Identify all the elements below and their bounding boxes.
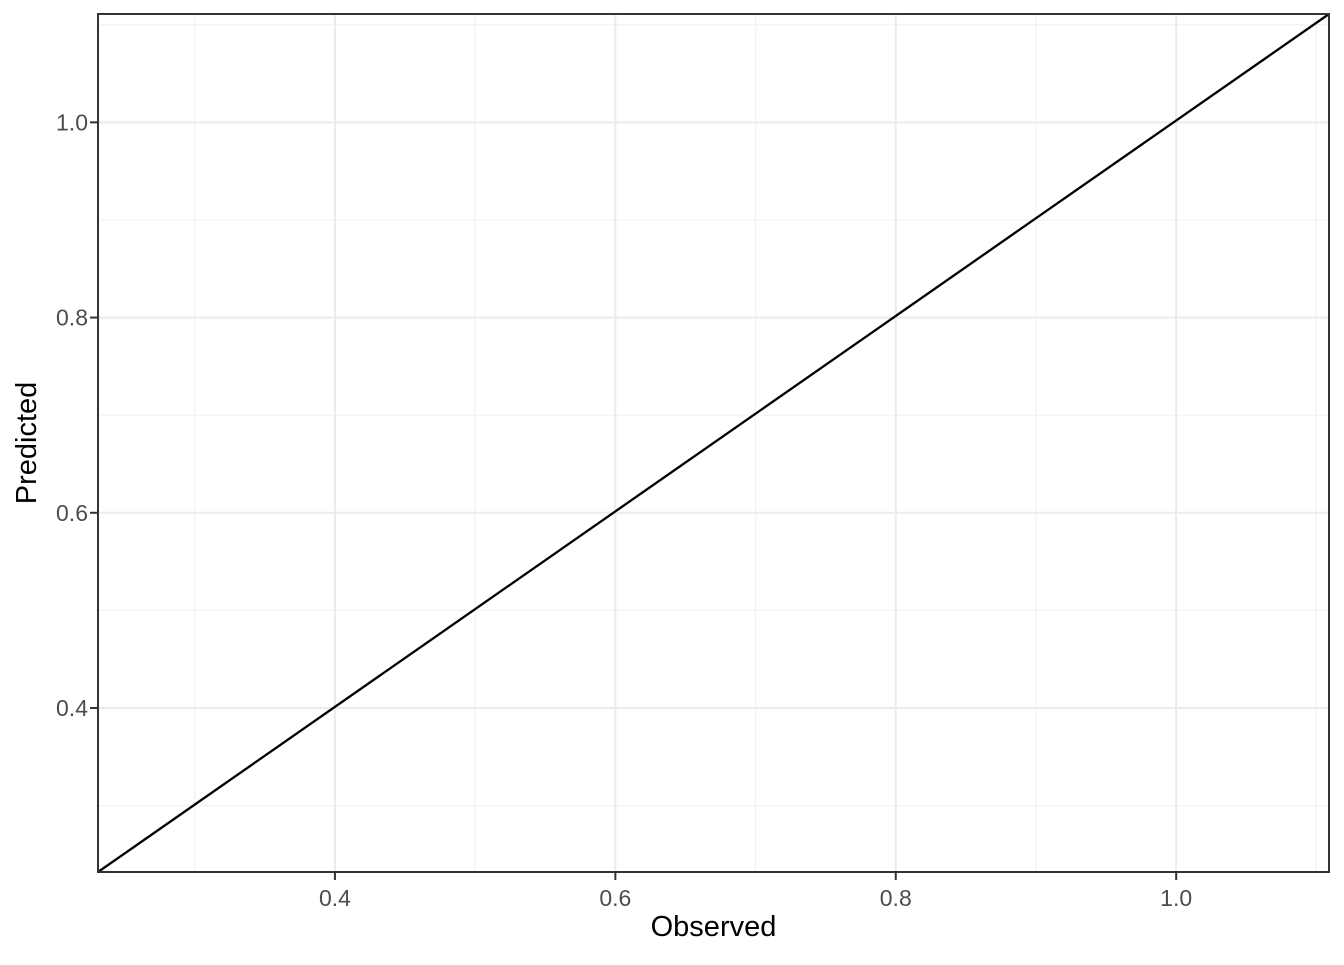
y-tick-label: 1.0 — [56, 109, 88, 135]
x-axis-title: Observed — [651, 911, 777, 943]
x-axis-ticks — [333, 873, 1178, 880]
grid-major-lines — [98, 14, 1329, 872]
y-axis-title: Predicted — [11, 382, 43, 505]
y-axis-ticks — [90, 121, 97, 710]
identity-line — [97, 13, 1330, 873]
panel-border — [97, 13, 1330, 873]
grid-minor-lines — [98, 14, 1329, 872]
x-tick-label: 0.8 — [880, 885, 912, 911]
identity-line-group — [97, 13, 1330, 873]
y-tick-label: 0.6 — [56, 500, 88, 526]
x-tick-label: 0.4 — [319, 885, 351, 911]
y-axis-tick-labels: 0.4 0.6 0.8 1.0 — [56, 109, 88, 721]
x-tick-label: 1.0 — [1160, 885, 1192, 911]
x-axis-tick-labels: 0.4 0.6 0.8 1.0 — [319, 885, 1192, 911]
x-tick-label: 0.6 — [599, 885, 631, 911]
y-tick-label: 0.8 — [56, 305, 88, 331]
y-tick-label: 0.4 — [56, 695, 88, 721]
